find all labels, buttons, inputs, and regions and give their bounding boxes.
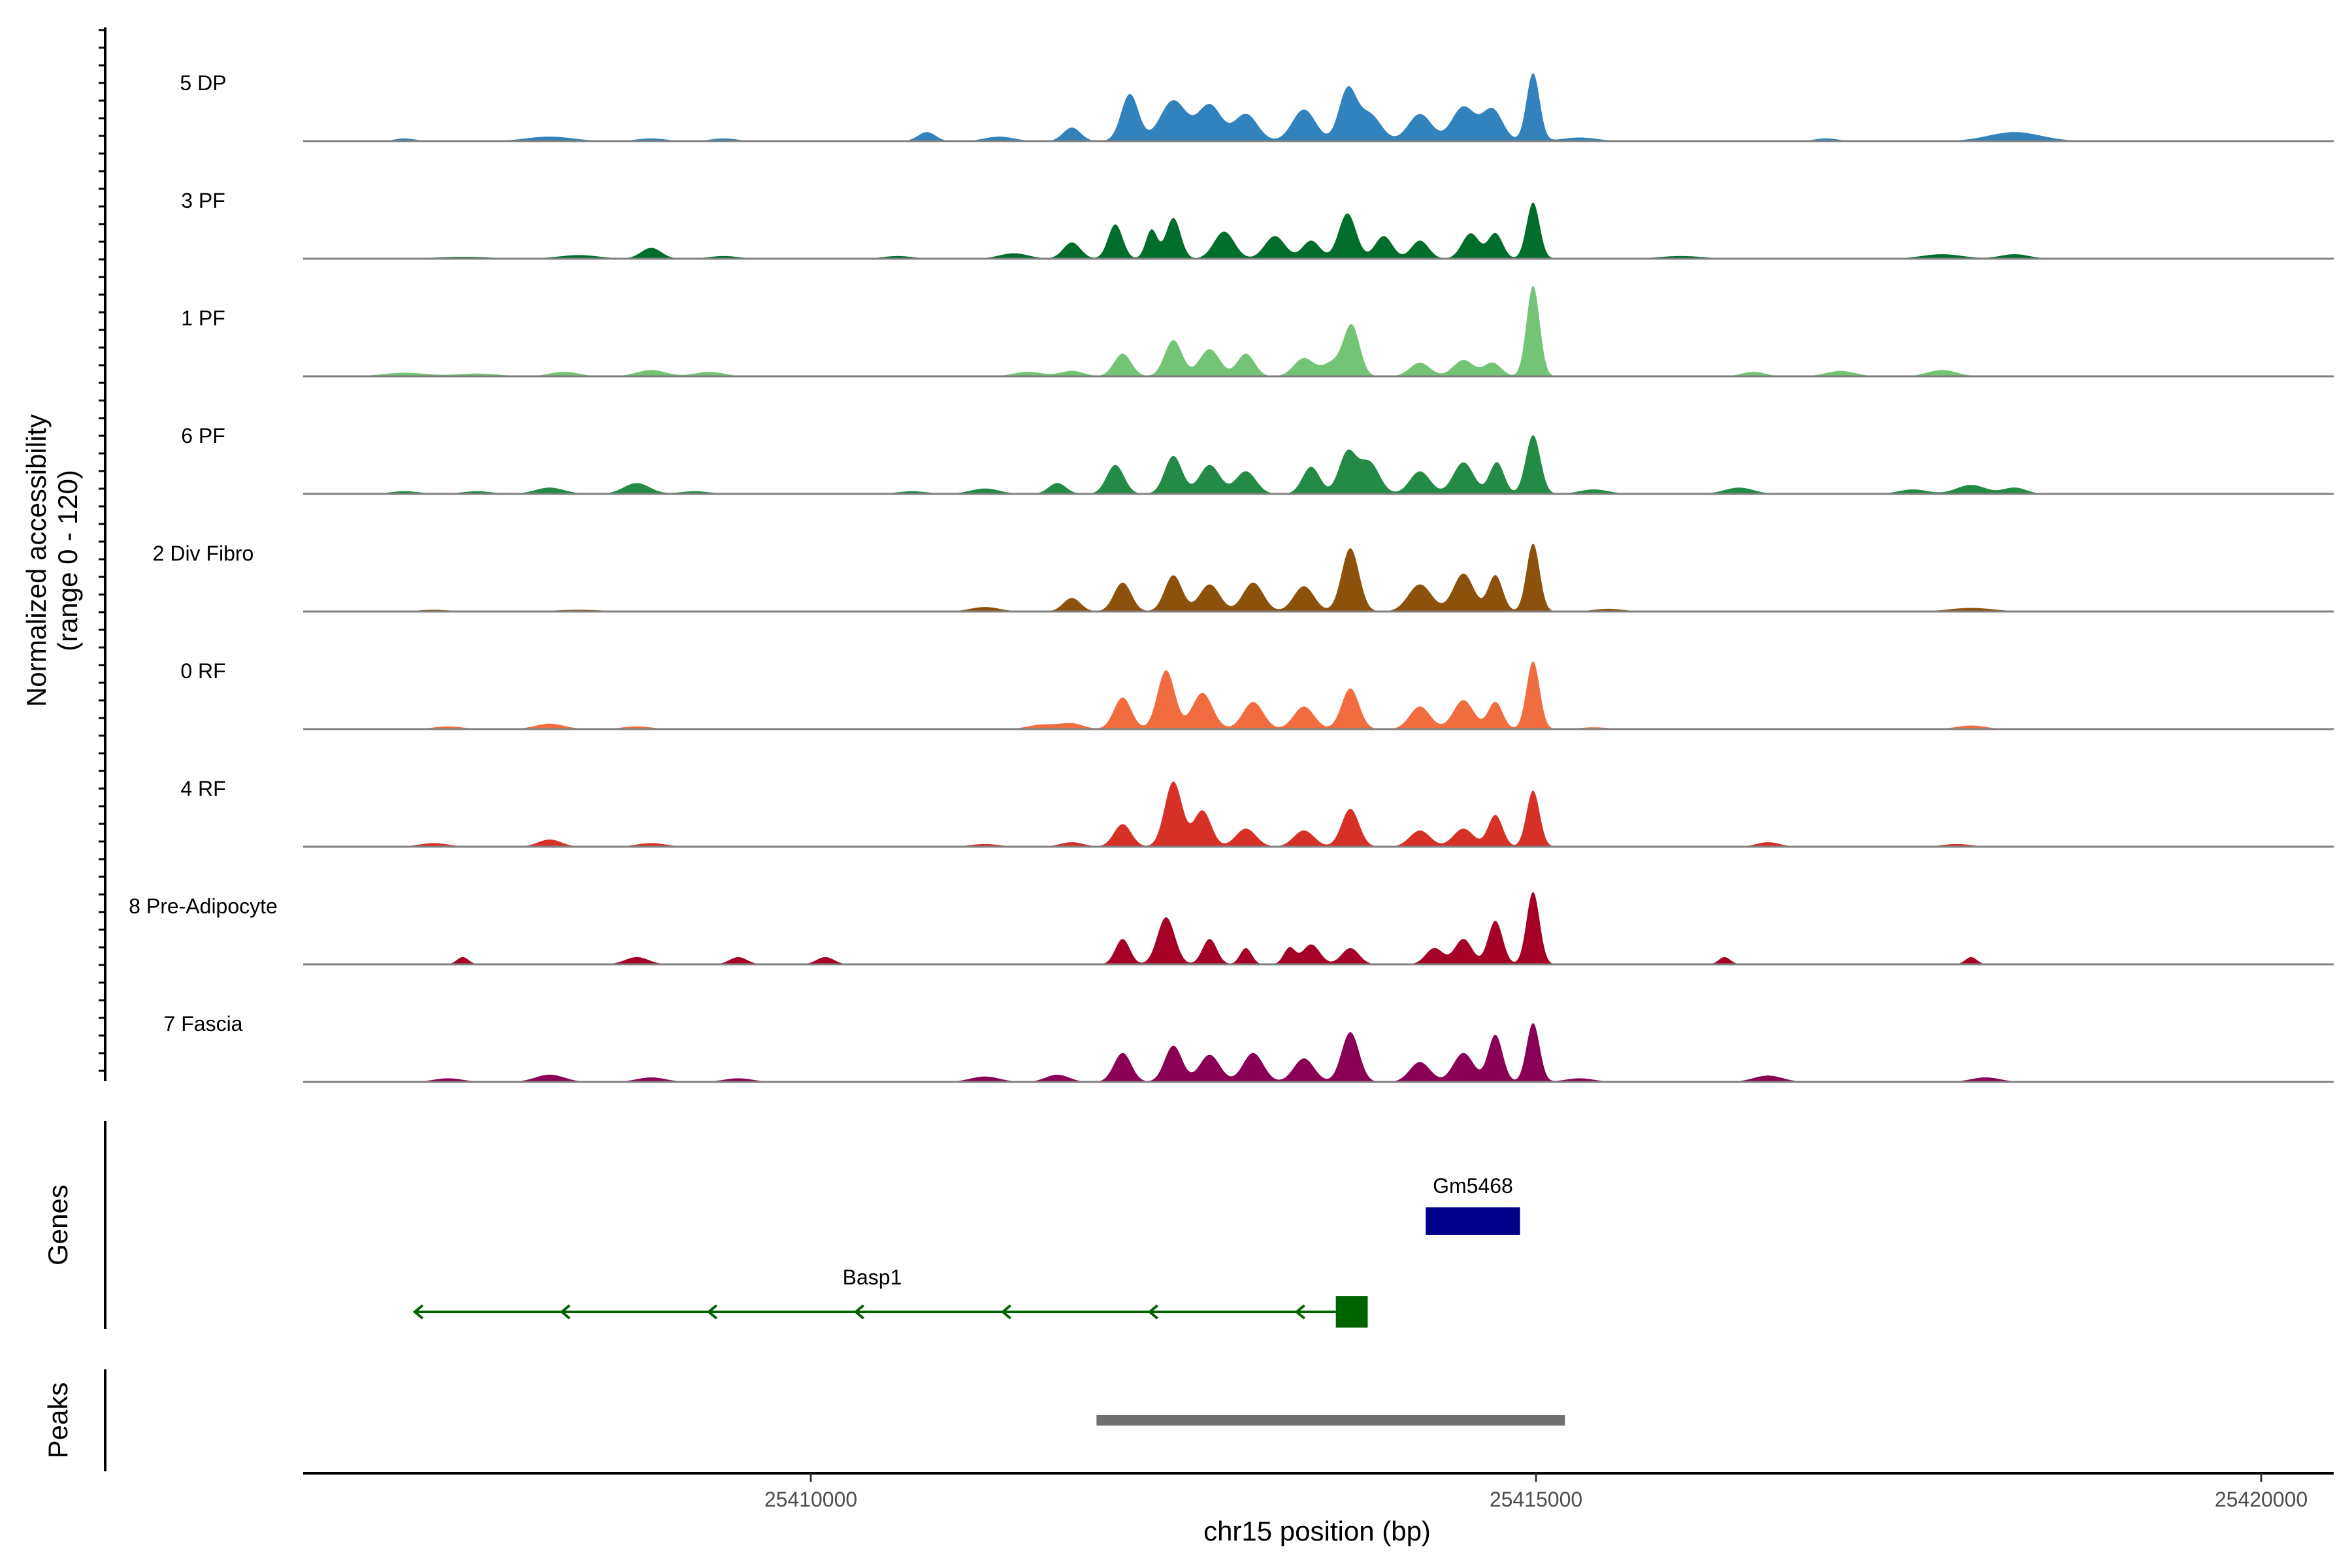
y-axis-ruler [99, 27, 106, 1081]
x-tick-label: 25420000 [2215, 1488, 2308, 1511]
coverage-area [303, 73, 2334, 141]
track-label: 0 RF [180, 659, 225, 683]
strand-arrow [1000, 1304, 1012, 1320]
track-2-div-fibro: 2 Div Fibro [153, 542, 2334, 613]
peak-regions [1096, 1415, 1565, 1426]
coverage-area [303, 435, 2334, 494]
peaks-track-title: Peaks [42, 1382, 73, 1459]
coverage-area [303, 286, 2334, 376]
peak-region-bar [1096, 1415, 1565, 1426]
strand-arrow [1294, 1304, 1305, 1320]
coverage-tracks: 5 DP 3 PF 1 PF 6 PF 2 Div Fibro 0 RF 4 RF 8 Pre… [129, 71, 2334, 1083]
track-label: 4 RF [180, 777, 225, 800]
gene-label: Basp1 [843, 1266, 902, 1289]
gene-exon [1335, 1296, 1368, 1328]
y-axis-title: Normalized accessibility [21, 414, 52, 707]
coverage-area [303, 661, 2334, 729]
coverage-area [303, 544, 2334, 612]
track-label: 2 Div Fibro [153, 542, 254, 565]
track-3-pf: 3 PF [181, 189, 2334, 260]
track-label: 3 PF [181, 189, 225, 212]
track-7-fascia: 7 Fascia [164, 1012, 2334, 1083]
x-tick-label: 25415000 [1490, 1488, 1582, 1511]
strand-arrow [559, 1304, 571, 1320]
gene-label: Gm5468 [1433, 1174, 1513, 1198]
genes-track-title: Genes [42, 1184, 73, 1266]
track-5-dp: 5 DP [180, 71, 2334, 142]
coverage-area [303, 781, 2334, 847]
coverage-area [303, 1023, 2334, 1082]
x-axis-title: chr15 position (bp) [1203, 1516, 1431, 1546]
gene-gm5468: Gm5468 [1426, 1174, 1520, 1235]
strand-arrow [412, 1304, 424, 1320]
gene-body [1426, 1207, 1520, 1235]
track-label: 5 DP [180, 71, 226, 95]
strand-arrow [1147, 1304, 1158, 1320]
coverage-area [303, 892, 2334, 964]
coverage-area [303, 203, 2334, 259]
track-6-pf: 6 PF [181, 424, 2334, 495]
track-label: 7 Fascia [164, 1012, 243, 1036]
gene-annotations: Gm5468 Basp1 [412, 1174, 1520, 1328]
track-0-rf: 0 RF [180, 659, 2334, 730]
strand-arrow [853, 1304, 865, 1320]
track-4-rf: 4 RF [180, 777, 2334, 848]
x-tick-label: 25410000 [764, 1488, 857, 1511]
x-axis-ticks: 25410000 25415000 25420000 [764, 1473, 2308, 1511]
track-label: 1 PF [181, 306, 225, 330]
track-1-pf: 1 PF [181, 286, 2334, 378]
track-label: 6 PF [181, 424, 225, 448]
track-label: 8 Pre-Adipocyte [129, 894, 278, 918]
track-8-pre-adipocyte: 8 Pre-Adipocyte [129, 892, 2334, 966]
gene-basp1: Basp1 [412, 1266, 1368, 1328]
y-axis-range-label: (range 0 - 120) [52, 470, 83, 651]
strand-arrow [706, 1304, 718, 1320]
